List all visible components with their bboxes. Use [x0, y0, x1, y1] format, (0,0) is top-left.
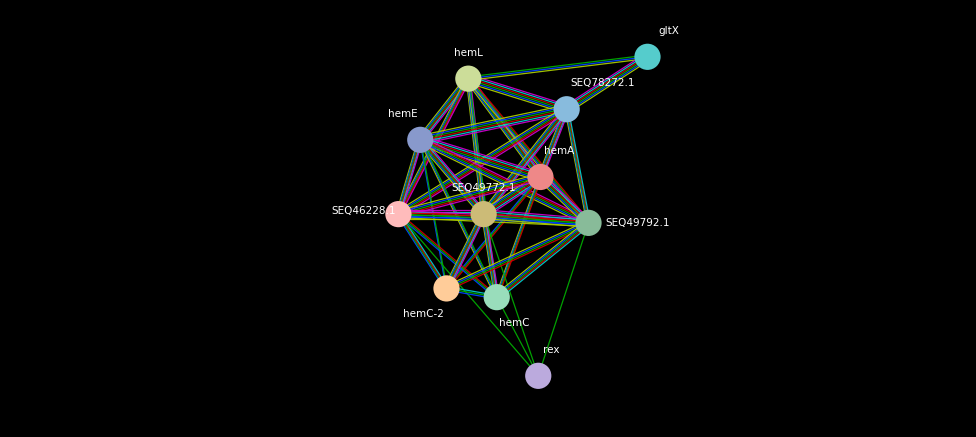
Circle shape — [470, 201, 497, 227]
Text: SEQ78272.1: SEQ78272.1 — [570, 78, 634, 88]
Circle shape — [634, 44, 661, 70]
Circle shape — [527, 164, 553, 190]
Circle shape — [386, 201, 412, 227]
Circle shape — [433, 275, 460, 302]
Text: hemA: hemA — [544, 146, 574, 156]
Circle shape — [553, 96, 580, 122]
Text: hemC: hemC — [499, 318, 529, 328]
Text: SEQ49792.1: SEQ49792.1 — [605, 218, 670, 228]
Circle shape — [484, 284, 509, 310]
Text: hemE: hemE — [388, 109, 418, 119]
Text: gltX: gltX — [659, 26, 679, 36]
Circle shape — [576, 210, 601, 236]
Circle shape — [455, 66, 481, 92]
Text: hemL: hemL — [454, 48, 483, 58]
Text: SEQ46228.1: SEQ46228.1 — [332, 206, 396, 215]
Text: rex: rex — [544, 345, 560, 355]
Text: hemC-2: hemC-2 — [403, 309, 444, 319]
Circle shape — [525, 363, 551, 389]
Circle shape — [407, 127, 433, 153]
Text: SEQ49772.1: SEQ49772.1 — [451, 183, 516, 193]
